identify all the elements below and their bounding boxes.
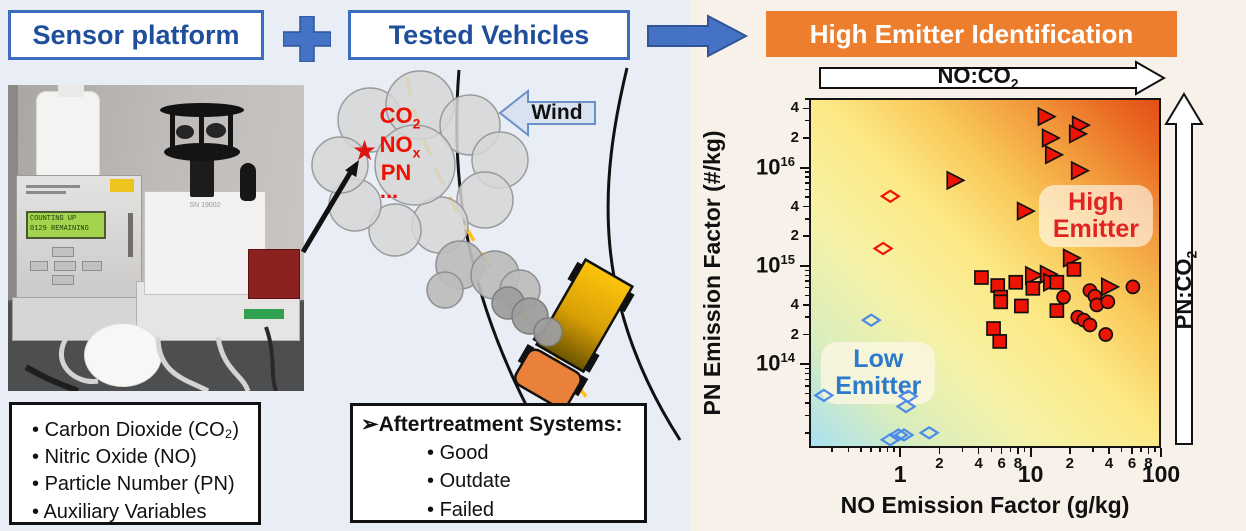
aftertreatment-box: ➢Aftertreatment Systems: GoodOutdateFail…: [350, 403, 647, 523]
counter-label-line: [26, 185, 80, 188]
exhaust-dark-puffs: [491, 286, 563, 347]
list-item: Outdate: [375, 467, 636, 495]
photo-wall-edge: [8, 85, 18, 391]
anemometer-top-disc: [160, 103, 244, 117]
x-axis-title: NO Emission Factor (g/kg): [840, 492, 1130, 518]
list-item: Particle Number (PN): [32, 471, 252, 498]
tubing: [24, 326, 278, 391]
sensor-platform-photo: COUNTING UP 0129 REMAINING SN 19002: [8, 85, 304, 391]
high-emitter-banner-title: High Emitter Identification: [809, 18, 1134, 49]
sensor-platform-title: Sensor platform: [32, 19, 240, 50]
plume-co2-label: CO2: [379, 103, 421, 132]
aftertreatment-title: ➢Aftertreatment Systems:: [361, 413, 623, 436]
list-item: Good: [375, 439, 636, 467]
yellow-sticker: [110, 179, 134, 192]
no-co2-arrow-icon: [819, 60, 1167, 96]
anemometer-post: [199, 107, 204, 149]
white-jug: [84, 323, 162, 387]
anemometer-post: [170, 111, 175, 149]
anemometer-cup: [176, 125, 194, 139]
scatter-plot-area: [809, 98, 1161, 448]
sample-bottle: [36, 91, 100, 187]
exhaust-plume-cloud: [311, 70, 529, 257]
keypad-button: [52, 247, 74, 257]
sample-bottle-neck: [58, 85, 84, 97]
keypad-button: [52, 275, 74, 285]
truck-cab: [514, 348, 582, 410]
green-label: [244, 309, 284, 319]
roadside-scene: [300, 67, 682, 447]
sampling-star-icon: ★: [352, 135, 378, 166]
keypad-button: [54, 261, 76, 271]
plume-pn-label: PN: [380, 160, 412, 185]
card-slot: [128, 213, 133, 257]
measured-species-list: Carbon Dioxide (CO₂)Nitric Oxide (NO)Par…: [18, 417, 252, 526]
plus-icon: [283, 16, 331, 62]
anemometer-cup: [206, 123, 226, 138]
keypad-button: [30, 261, 48, 271]
road-right-edge: [606, 67, 682, 441]
pn-co2-arrow-icon: [1164, 92, 1204, 445]
anemometer-lower-disc: [164, 143, 240, 161]
tested-vehicles-header: Tested Vehicles: [348, 10, 630, 60]
wind-arrow-icon: [498, 88, 596, 138]
anemometer-post: [228, 111, 233, 149]
plume-nox-label: NOx: [379, 132, 421, 161]
wind-label: Wind: [531, 101, 583, 124]
right-arrow-icon: [647, 14, 749, 58]
y-axis-title: PN Emission Factor (#/kg): [699, 130, 725, 416]
tested-vehicles-title: Tested Vehicles: [388, 19, 590, 50]
lcd-screen: COUNTING UP 0129 REMAINING: [26, 211, 106, 239]
list-item: Carbon Dioxide (CO₂): [32, 417, 252, 444]
red-datalogger: [248, 249, 300, 299]
truck-trailer: [534, 257, 635, 374]
sensor-platform-header: Sensor platform: [8, 10, 264, 60]
measured-species-box: Carbon Dioxide (CO₂)Nitric Oxide (NO)Par…: [9, 402, 261, 525]
no-co2-arrow-label: NO:CO2: [937, 63, 1019, 92]
pn-co2-arrow-label: PN:CO2: [1171, 250, 1200, 330]
antenna: [240, 163, 256, 201]
keypad-button: [82, 261, 102, 271]
arrow-bullet-icon: ➢: [361, 413, 379, 436]
sampling-arrow: [300, 160, 359, 254]
list-item: Failed: [375, 496, 636, 524]
counter-label-line: [26, 191, 66, 194]
aftertreatment-list: GoodOutdateFailed: [361, 439, 636, 524]
truck: [514, 257, 635, 410]
plume-dots-label: ...: [379, 178, 399, 203]
list-item: Auxiliary Variables: [32, 499, 252, 526]
list-item: Nitric Oxide (NO): [32, 444, 252, 471]
anemometer-stem: [190, 155, 214, 197]
high-emitter-banner: High Emitter Identification: [766, 11, 1177, 57]
